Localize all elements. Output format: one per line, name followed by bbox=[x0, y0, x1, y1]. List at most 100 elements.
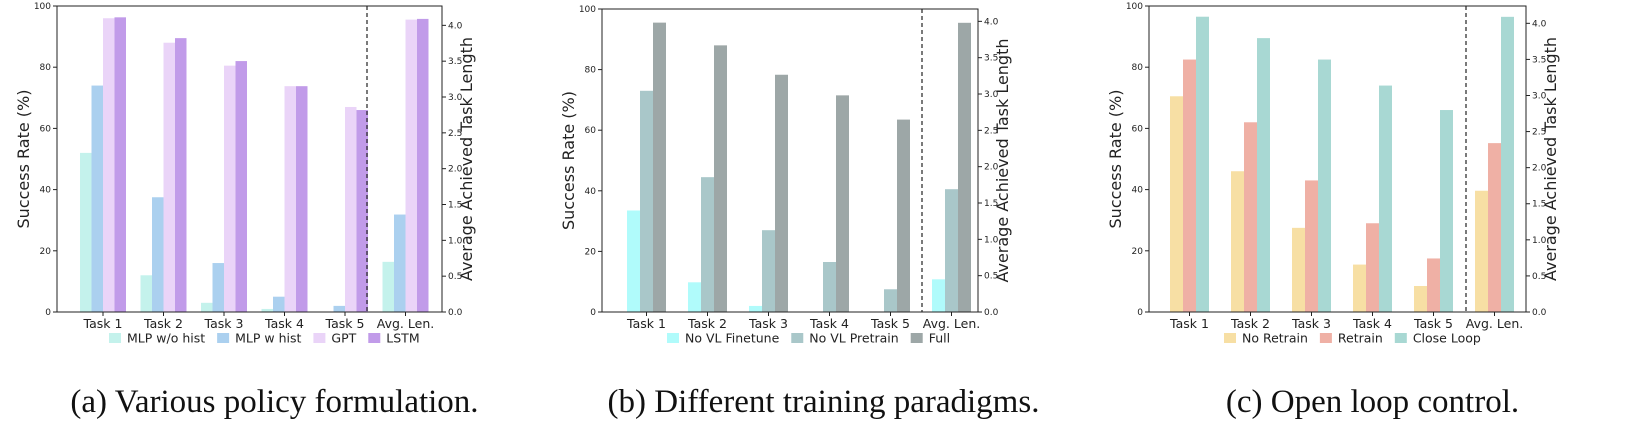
bar-lstm-6 bbox=[417, 18, 429, 313]
legend-swatch bbox=[1394, 333, 1407, 343]
y2-tick-label: 1.0 bbox=[984, 235, 999, 245]
chart-panel-a: Task 1 Task 2 Task 3 Task 4 Task 5 Avg. Len. 0… bbox=[0, 0, 549, 439]
bar-mlp-w-o-hist-4 bbox=[261, 308, 273, 312]
caption-a: (a) Various policy formulation. bbox=[70, 384, 479, 420]
legend-swatch bbox=[368, 333, 381, 343]
bar-retrain-5 bbox=[1427, 258, 1440, 312]
y-tick-label: 20 bbox=[585, 247, 597, 257]
y2-tick-label: 2.5 bbox=[1532, 128, 1546, 138]
x-tick-label: Task 4 bbox=[809, 316, 849, 331]
bar-mlp-w-o-hist-3 bbox=[201, 302, 213, 312]
x-tick-label: Task 1 bbox=[83, 316, 123, 331]
y-axis-label: Success Rate (%) bbox=[559, 91, 578, 230]
bar-full-2 bbox=[714, 45, 727, 313]
bar-close-loop-6 bbox=[1501, 16, 1514, 313]
legend-swatch bbox=[667, 333, 679, 343]
y-tick-label: 0 bbox=[45, 308, 51, 318]
y-tick-label: 40 bbox=[1132, 186, 1144, 196]
y-tick-label: 60 bbox=[1132, 124, 1144, 134]
x-tick-label: Task 3 bbox=[748, 316, 788, 331]
y2-tick-label: 3.5 bbox=[984, 54, 998, 64]
bar-mlp-w-o-hist-6 bbox=[382, 261, 394, 312]
y2-tick-label: 2.0 bbox=[1532, 164, 1547, 174]
plot-frame bbox=[56, 5, 443, 313]
legend-label: LSTM bbox=[386, 331, 419, 346]
y2-tick-label: 0.5 bbox=[448, 272, 462, 282]
bar-retrain-6 bbox=[1488, 143, 1501, 312]
bar-retrain-4 bbox=[1366, 223, 1379, 312]
bar-retrain-2 bbox=[1244, 122, 1257, 312]
bar-close-loop-2 bbox=[1257, 38, 1270, 312]
bar-full-6 bbox=[958, 22, 971, 312]
legend-label: Full bbox=[929, 331, 950, 346]
y2-tick-label: 1.0 bbox=[1532, 236, 1547, 246]
legend-label: GPT bbox=[331, 331, 356, 346]
legend-label: Close Loop bbox=[1413, 331, 1481, 346]
x-tick-label: Task 3 bbox=[204, 316, 244, 331]
y-tick-label: 40 bbox=[40, 186, 52, 196]
y2-axis-label: Average Achieved Task Length bbox=[457, 37, 476, 281]
bar-no-vl-pretrain-2 bbox=[701, 177, 714, 312]
plot-frame bbox=[1148, 5, 1527, 313]
bar-mlp-w-hist-4 bbox=[273, 296, 285, 312]
legend-swatch bbox=[791, 333, 804, 343]
bar-no-retrain-3 bbox=[1292, 227, 1305, 312]
bar-no-retrain-1 bbox=[1170, 96, 1183, 313]
x-tick-label: Task 3 bbox=[1291, 316, 1331, 331]
legend-swatch bbox=[313, 333, 326, 343]
bar-lstm-5 bbox=[356, 110, 368, 312]
bar-lstm-2 bbox=[175, 38, 187, 312]
chart-panel-c: Task 1 Task 2 Task 3 Task 4 Task 5 Avg. Len. 0… bbox=[1098, 0, 1647, 439]
bar-lstm-3 bbox=[235, 61, 247, 312]
x-tick-label: Task 5 bbox=[325, 316, 365, 331]
y2-tick-label: 3.5 bbox=[1532, 55, 1546, 65]
y-tick-label: 100 bbox=[1126, 2, 1143, 12]
y2-tick-label: 3.0 bbox=[984, 90, 999, 100]
bar-full-1 bbox=[653, 22, 666, 312]
y2-tick-label: 1.5 bbox=[984, 199, 998, 209]
y-tick-label: 0 bbox=[1137, 308, 1143, 318]
y-tick-label: 20 bbox=[40, 247, 52, 257]
bar-no-vl-finetune-6 bbox=[932, 279, 945, 312]
y2-tick-label: 0.0 bbox=[984, 308, 999, 318]
x-tick-label: Task 2 bbox=[1230, 316, 1270, 331]
legend-label: MLP w hist bbox=[235, 331, 301, 346]
legend-swatch bbox=[217, 333, 230, 343]
bar-mlp-w-hist-2 bbox=[152, 197, 164, 312]
legend-swatch bbox=[1224, 333, 1236, 343]
plot-frame bbox=[601, 8, 979, 313]
y-tick-label: 40 bbox=[585, 187, 597, 197]
bar-mlp-w-o-hist-1 bbox=[80, 152, 92, 312]
y2-tick-label: 3.5 bbox=[448, 57, 462, 67]
x-tick-label: Task 5 bbox=[1413, 316, 1453, 331]
y2-tick-label: 3.0 bbox=[1532, 91, 1547, 101]
y-tick-label: 100 bbox=[579, 5, 596, 15]
y2-tick-label: 1.5 bbox=[448, 201, 462, 211]
legend-swatch bbox=[1319, 333, 1332, 343]
y2-tick-label: 2.0 bbox=[448, 165, 463, 175]
y-axis-label: Success Rate (%) bbox=[14, 90, 33, 229]
bar-full-3 bbox=[775, 74, 788, 312]
y-tick-label: 60 bbox=[585, 126, 597, 136]
chart-svg-c: Task 1 Task 2 Task 3 Task 4 Task 5 Avg. Len. 0… bbox=[1106, 2, 1560, 346]
y2-tick-label: 0.0 bbox=[1532, 308, 1547, 318]
y-tick-label: 0 bbox=[590, 308, 596, 318]
caption-b: (b) Different training paradigms. bbox=[607, 384, 1040, 420]
y2-tick-label: 1.0 bbox=[448, 236, 463, 246]
y2-tick-label: 0.0 bbox=[448, 308, 463, 318]
x-tick-label: Task 2 bbox=[687, 316, 727, 331]
bar-gpt-6 bbox=[405, 19, 417, 312]
y-tick-label: 100 bbox=[34, 2, 51, 12]
y-tick-label: 80 bbox=[1132, 63, 1144, 73]
x-tick-label: Task 5 bbox=[870, 316, 910, 331]
bar-mlp-w-hist-5 bbox=[333, 305, 345, 312]
y2-tick-label: 3.0 bbox=[448, 93, 463, 103]
legend-swatch bbox=[910, 333, 923, 343]
bar-gpt-4 bbox=[284, 86, 296, 312]
y-tick-label: 20 bbox=[1132, 247, 1144, 257]
y-tick-label: 80 bbox=[585, 66, 597, 76]
bar-gpt-5 bbox=[345, 106, 357, 312]
bar-no-retrain-2 bbox=[1231, 171, 1244, 312]
y2-axis-label: Average Achieved Task Length bbox=[993, 38, 1012, 282]
bar-lstm-4 bbox=[296, 86, 308, 312]
